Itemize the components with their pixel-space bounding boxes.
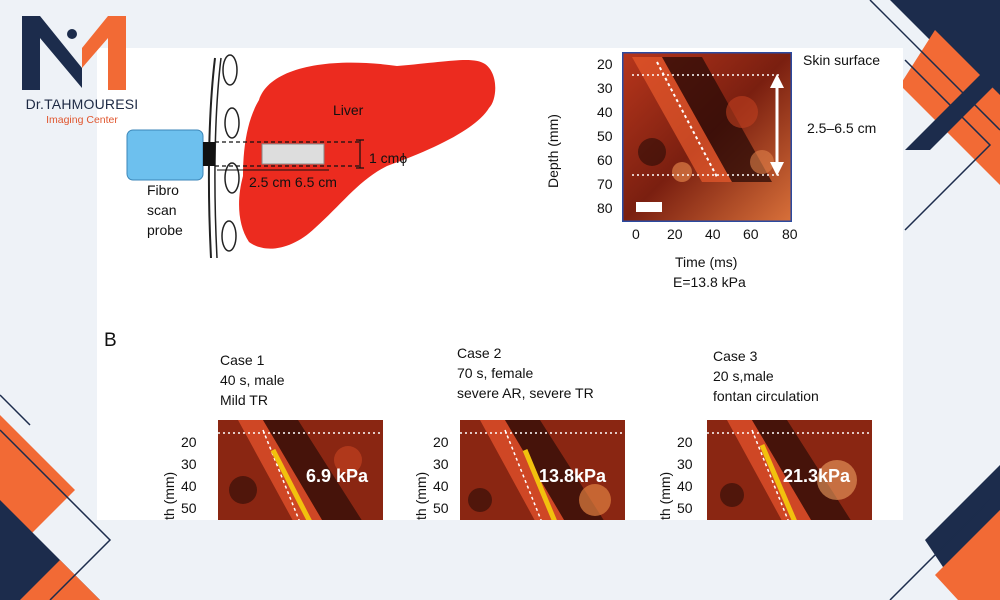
case2-elastogram bbox=[460, 420, 625, 520]
case1-elastogram bbox=[218, 420, 383, 520]
skin-surface-label: Skin surface bbox=[803, 52, 881, 68]
case3-elastogram bbox=[707, 420, 872, 520]
elastogram-texture bbox=[622, 52, 792, 222]
case3-kpa: 21.3kPa bbox=[783, 466, 851, 486]
case2-info: 70 s, female bbox=[457, 365, 534, 381]
case2-kpa: 13.8kPa bbox=[539, 466, 607, 486]
y-axis-label: th (mm) bbox=[657, 471, 673, 520]
brand-subtitle: Imaging Center bbox=[46, 114, 118, 126]
elastography-image bbox=[622, 52, 792, 222]
x-tick: 20 bbox=[667, 226, 683, 242]
y-axis-label: th (mm) bbox=[413, 471, 429, 520]
figure-card: Liver Fibro scan probe 1 cmϕ 2.5 cm 6.5 … bbox=[97, 48, 903, 520]
case1-title: Case 1 bbox=[220, 352, 265, 368]
y-tick: 70 bbox=[597, 176, 613, 192]
liver-label: Liver bbox=[333, 102, 364, 118]
y-tick: 30 bbox=[597, 80, 613, 96]
line-decoration bbox=[904, 59, 992, 231]
y-tick: 30 bbox=[181, 456, 197, 472]
y-tick: 40 bbox=[433, 478, 449, 494]
y-tick: 40 bbox=[677, 478, 693, 494]
propagation-arrow bbox=[270, 448, 312, 520]
fibroscan-probe bbox=[126, 129, 204, 181]
x-tick: 60 bbox=[743, 226, 759, 242]
probe-label-line2: scan bbox=[147, 202, 177, 218]
logo-mark-icon bbox=[22, 16, 126, 90]
y-tick: 50 bbox=[433, 500, 449, 516]
case1-info: 40 s, male bbox=[220, 372, 285, 388]
liver-shape bbox=[239, 60, 496, 249]
y-tick: 40 bbox=[597, 104, 613, 120]
propagation-arrow bbox=[522, 449, 557, 520]
measurement-region bbox=[261, 143, 325, 165]
rib bbox=[222, 54, 238, 86]
probe-tip bbox=[203, 142, 215, 166]
panel-a-diagram bbox=[126, 54, 496, 259]
orange-triangle bbox=[20, 560, 100, 600]
range-label: 2.5–6.5 cm bbox=[807, 120, 877, 136]
y-tick: 50 bbox=[677, 500, 693, 516]
y-tick: 60 bbox=[597, 152, 613, 168]
rib bbox=[224, 162, 240, 194]
rib bbox=[221, 220, 237, 252]
depth-labels: 2.5 cm 6.5 cm bbox=[249, 174, 337, 190]
case1-condition: Mild TR bbox=[220, 392, 268, 408]
probe-label-line3: probe bbox=[147, 222, 183, 238]
line-decoration bbox=[869, 0, 1000, 131]
y-tick: 50 bbox=[597, 128, 613, 144]
navy-stripe bbox=[905, 55, 1000, 150]
line-decoration bbox=[889, 489, 1000, 600]
case3-condition: fontan circulation bbox=[713, 388, 819, 404]
y-tick: 20 bbox=[597, 56, 613, 72]
y-axis-label: th (mm) bbox=[161, 471, 177, 520]
brand-name: Dr.TAHMOURESI bbox=[25, 96, 139, 112]
x-tick: 80 bbox=[782, 226, 798, 242]
x-tick: 40 bbox=[705, 226, 721, 242]
orange-band bbox=[935, 510, 1000, 600]
rib bbox=[224, 107, 240, 139]
line-decoration bbox=[0, 429, 112, 600]
elasticity-result: E=13.8 kPa bbox=[673, 274, 746, 290]
line-decoration bbox=[0, 394, 31, 426]
y-tick: 30 bbox=[677, 456, 693, 472]
y-tick: 30 bbox=[433, 456, 449, 472]
skin-line bbox=[214, 57, 222, 259]
case2-condition: severe AR, severe TR bbox=[457, 385, 594, 401]
y-axis-label: Depth (mm) bbox=[545, 114, 561, 188]
x-tick: 0 bbox=[632, 226, 640, 242]
y-tick: 20 bbox=[677, 434, 693, 450]
brand-logo: Dr.TAHMOURESI Imaging Center bbox=[12, 6, 152, 126]
case2-title: Case 2 bbox=[457, 345, 502, 361]
case3-title: Case 3 bbox=[713, 348, 758, 364]
y-tick: 20 bbox=[433, 434, 449, 450]
panel-b-label: B bbox=[104, 330, 117, 351]
case3-info: 20 s,male bbox=[713, 368, 774, 384]
case1-kpa: 6.9 kPa bbox=[306, 466, 369, 486]
propagation-arrow bbox=[759, 444, 797, 520]
y-tick: 80 bbox=[597, 200, 613, 216]
probe-label-line1: Fibro bbox=[147, 182, 179, 198]
y-tick: 20 bbox=[181, 434, 197, 450]
y-tick: 40 bbox=[181, 478, 197, 494]
y-tick: 50 bbox=[181, 500, 197, 516]
x-axis-label: Time (ms) bbox=[675, 254, 738, 270]
diameter-label: 1 cmϕ bbox=[369, 150, 408, 166]
